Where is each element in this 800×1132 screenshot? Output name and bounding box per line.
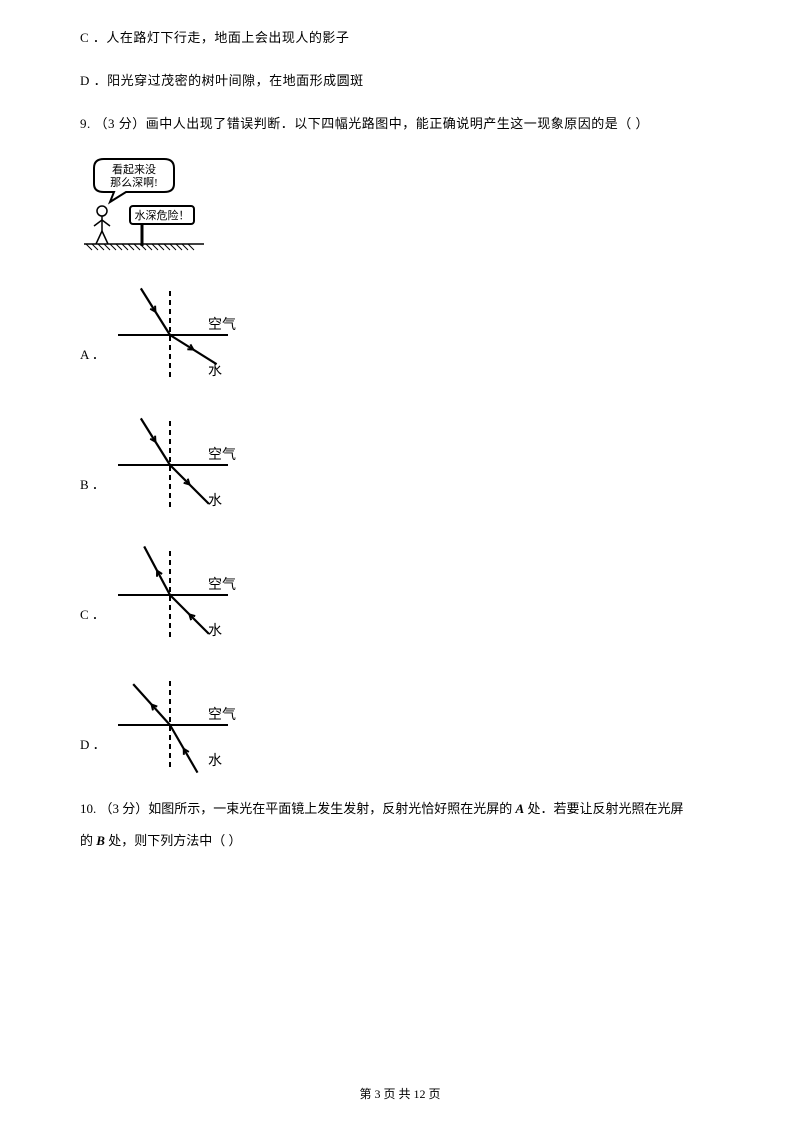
bubble-text1: 看起来没 (112, 162, 156, 176)
sign-text: 水深危险！ (135, 208, 190, 222)
option-d: D ．阳光穿过茂密的树叶间隙，在地面形成圆斑 (80, 71, 720, 92)
q10-t4: 处，则下列方法中（ ） (105, 833, 242, 848)
svg-text:空气: 空气 (208, 577, 236, 593)
svg-text:水: 水 (208, 623, 222, 639)
option-c: C ．人在路灯下行走，地面上会出现人的影子 (80, 28, 720, 49)
q10-t1: 10. （3 分）如图所示，一束光在平面镜上发生发射，反射光恰好照在光屏的 (80, 801, 516, 816)
option-label: C ． (80, 604, 108, 653)
svg-text:水: 水 (208, 493, 222, 509)
svg-text:空气: 空气 (208, 707, 236, 723)
q10-B: B (96, 833, 105, 848)
q9-stem: 9. （3 分）画中人出现了错误判断．以下四幅光路图中，能正确说明产生这一现象原… (80, 114, 720, 135)
q9-option-a: A ． 空气 水 (80, 273, 720, 393)
q10-A: A (516, 801, 525, 816)
q10-t3: 的 (80, 833, 96, 848)
svg-text:空气: 空气 (208, 447, 236, 463)
bubble-text2: 那么深啊! (110, 176, 158, 189)
svg-text:水: 水 (208, 363, 222, 379)
option-label: A ． (80, 344, 108, 393)
q9-cartoon: 看起来没 那么深啊! 水深危险！ (84, 156, 720, 261)
option-label: B ． (80, 474, 108, 523)
page-footer: 第 3 页 共 12 页 (0, 1085, 800, 1102)
svg-text:空气: 空气 (208, 317, 236, 333)
q10-stem: 10. （3 分）如图所示，一束光在平面镜上发生发射，反射光恰好照在光屏的 A … (80, 793, 720, 855)
option-label: D ． (80, 734, 108, 783)
q9-option-c: C ． 空气 水 (80, 533, 720, 653)
q9-option-b: B ． 空气 水 (80, 403, 720, 523)
q9-option-d: D ． 空气 水 (80, 663, 720, 783)
svg-text:水: 水 (208, 753, 222, 769)
q10-t2: 处．若要让反射光照在光屏 (524, 801, 683, 816)
